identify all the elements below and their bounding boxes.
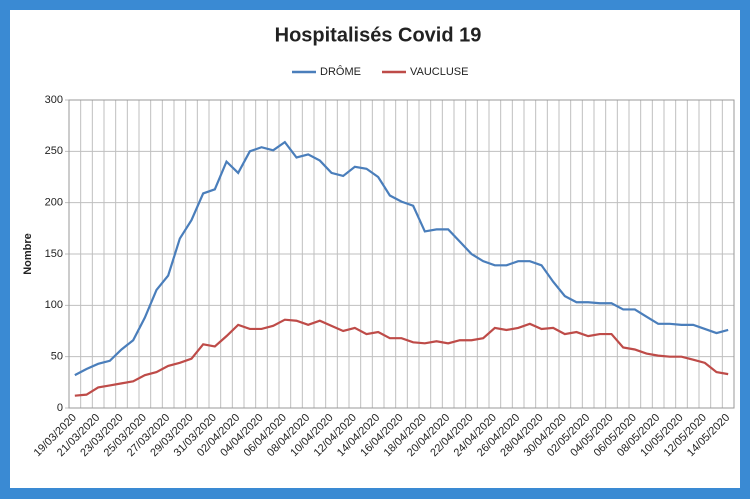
y-axis-label: Nombre (22, 233, 34, 275)
legend-label: VAUCLUSE (410, 66, 468, 78)
line-series (74, 140, 729, 377)
y-tick-label: 300 (45, 94, 63, 106)
chart-title: Hospitalisés Covid 19 (275, 24, 482, 46)
line-series (74, 318, 729, 397)
y-tick-label: 150 (45, 248, 63, 260)
y-tick-label: 200 (45, 197, 63, 209)
y-tick-label: 250 (45, 145, 63, 157)
legend-label: DRÔME (320, 65, 361, 78)
plot-border (68, 99, 735, 409)
y-tick-label: 50 (51, 351, 63, 363)
y-tick-label: 0 (57, 402, 63, 414)
y-tick-label: 100 (45, 299, 63, 311)
